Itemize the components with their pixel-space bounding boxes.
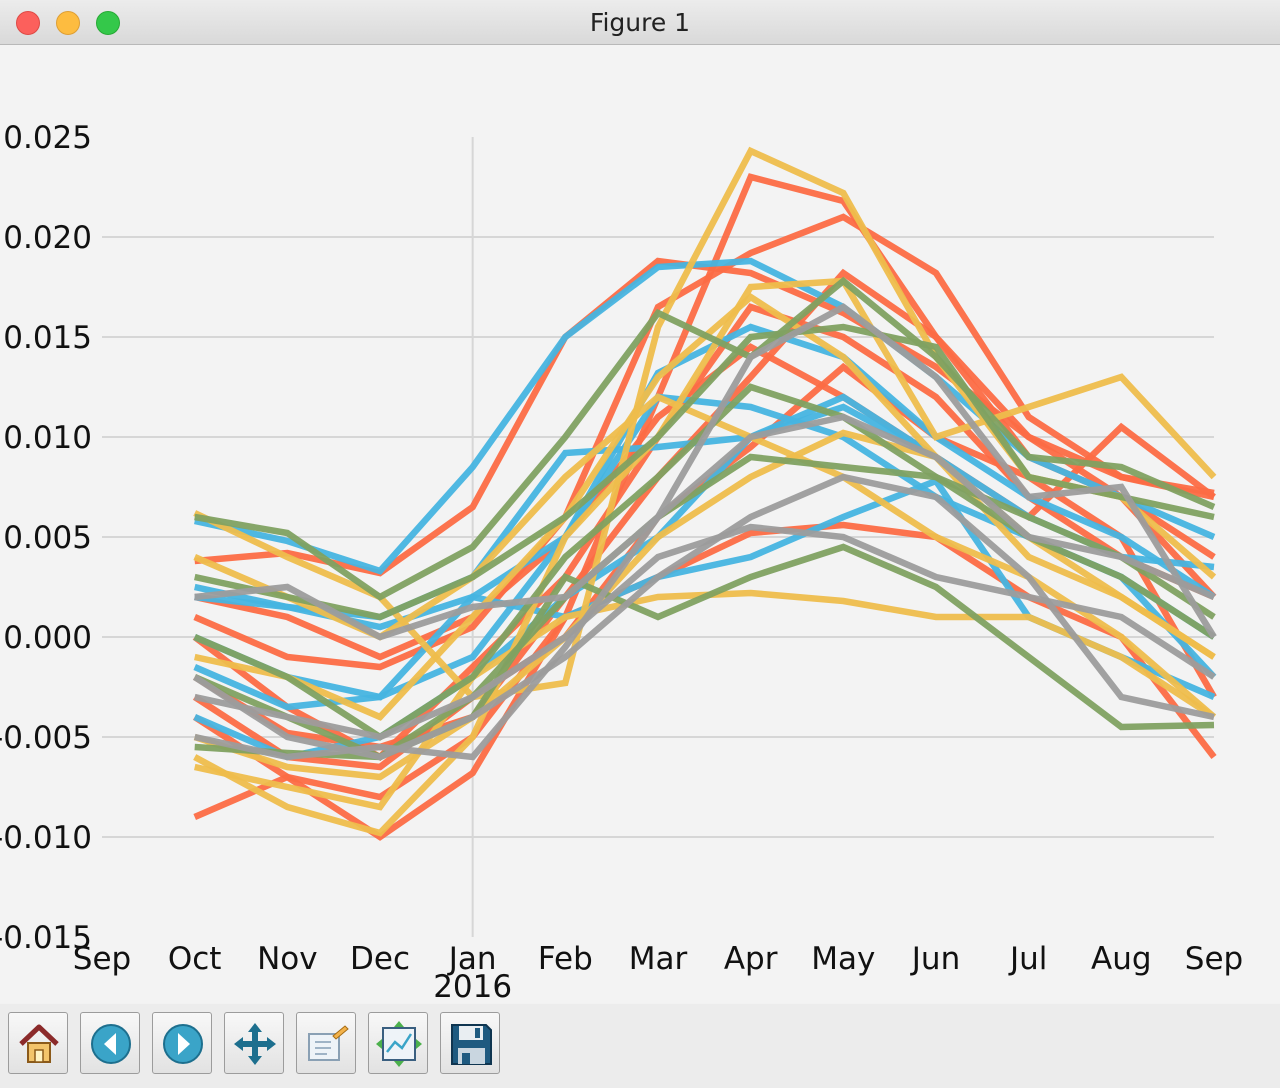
y-tick-label: 0.010 xyxy=(3,420,92,456)
save-button[interactable] xyxy=(440,1012,500,1074)
zoom-rect-icon xyxy=(308,1025,349,1061)
y-tick-label: -0.010 xyxy=(0,820,92,856)
minimize-window-button[interactable] xyxy=(56,11,80,35)
x-tick-label: Jul xyxy=(1008,941,1047,977)
series-line xyxy=(193,277,1217,837)
close-window-button[interactable] xyxy=(16,11,40,35)
y-tick-label: -0.005 xyxy=(0,720,92,756)
y-tick-labels: 0.025 0.020 0.015 0.010 0.005 0.000 -0.005 -0.0… xyxy=(0,120,92,956)
y-tick-label: -0.015 xyxy=(0,920,92,956)
series-line xyxy=(192,362,1217,771)
series-line xyxy=(194,276,1216,601)
pan-arrows-icon xyxy=(234,1023,276,1065)
window-title: Figure 1 xyxy=(589,8,691,37)
forward-arrow-icon xyxy=(163,1024,203,1064)
x-tick-label: Feb xyxy=(538,941,593,977)
home-button[interactable] xyxy=(8,1012,68,1074)
floppy-disk-icon xyxy=(451,1024,492,1065)
x-tick-label: Apr xyxy=(724,941,778,977)
x-tick-label: Nov xyxy=(257,941,318,977)
y-tick-label: 0.025 xyxy=(3,120,92,156)
series-line xyxy=(194,323,1215,621)
x-tick-label: Dec xyxy=(350,941,410,977)
series-line xyxy=(192,473,1215,761)
title-bar: Figure 1 xyxy=(0,0,1280,45)
y-tick-label: 0.015 xyxy=(3,320,92,356)
home-icon xyxy=(19,1024,59,1063)
y-tick-label: 0.020 xyxy=(3,220,92,256)
series-line xyxy=(194,413,1216,641)
x-tick-label: Jun xyxy=(910,941,960,977)
figure-canvas[interactable]: 0.025 0.020 0.015 0.010 0.005 0.000 -0.005 -0.0… xyxy=(0,45,1280,1003)
x-tick-label: Aug xyxy=(1091,941,1152,977)
pan-button[interactable] xyxy=(224,1012,284,1074)
x-tick-label: Oct xyxy=(168,941,222,977)
y-tick-label: 0.005 xyxy=(3,520,92,556)
navigation-toolbar xyxy=(0,1004,1280,1088)
x-tick-label: Mar xyxy=(629,941,688,977)
back-button[interactable] xyxy=(80,1012,140,1074)
y-tick-label: 0.000 xyxy=(3,620,92,656)
series-line xyxy=(192,521,1217,801)
series-line xyxy=(193,323,1216,711)
subplots-config-icon xyxy=(376,1021,422,1067)
series-line xyxy=(194,303,1217,761)
x-tick-label: Jan xyxy=(447,941,497,977)
x-year-label: 2016 xyxy=(433,969,512,1003)
zoom-button[interactable] xyxy=(296,1012,356,1074)
x-tick-label: Sep xyxy=(73,941,131,977)
x-tick-labels: Sep Oct Nov Dec Jan Feb Mar Apr May Jun Jul Aug Sep 2… xyxy=(73,941,1243,1003)
back-arrow-icon xyxy=(91,1024,131,1064)
forward-button[interactable] xyxy=(152,1012,212,1074)
x-tick-label: Sep xyxy=(1185,941,1243,977)
x-tick-label: May xyxy=(811,941,875,977)
maximize-window-button[interactable] xyxy=(96,11,120,35)
series-lines xyxy=(192,146,1217,841)
subplots-button[interactable] xyxy=(368,1012,428,1074)
line-chart: 0.025 0.020 0.015 0.010 0.005 0.000 -0.005 -0.0… xyxy=(0,120,1243,1003)
series-line xyxy=(194,257,1216,575)
series-line xyxy=(193,213,1215,671)
